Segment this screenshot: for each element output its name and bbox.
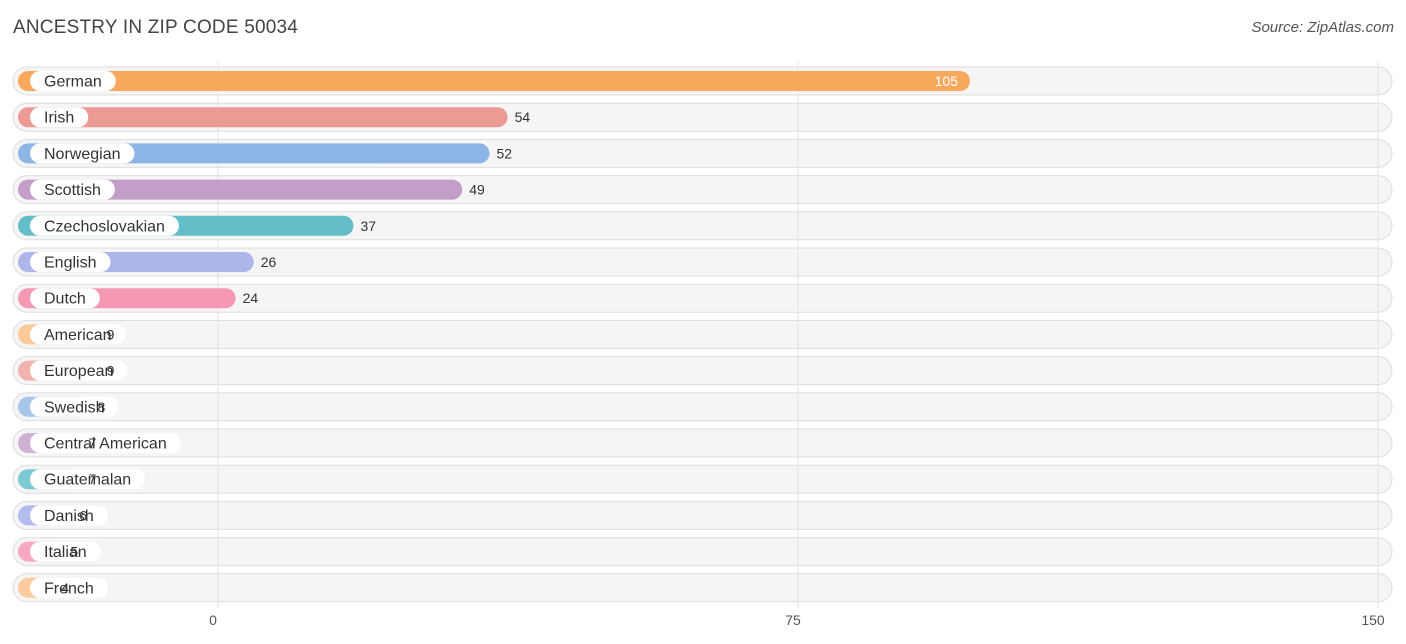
value-label: 9 (107, 363, 115, 379)
bar-group: English 26 (18, 252, 277, 272)
category-label: American (44, 327, 112, 344)
category-pill (30, 71, 116, 91)
row-background (12, 319, 1393, 349)
category-label: Central American (44, 436, 167, 453)
bar-group: Dutch 24 (18, 288, 259, 309)
row-background (12, 283, 1393, 313)
category-label: Scottish (44, 182, 101, 199)
category-pill (30, 541, 101, 562)
value-label: 4 (61, 580, 69, 596)
category-label: Danish (44, 508, 94, 525)
bar-group: Scottish 49 (18, 179, 485, 200)
bar (18, 107, 508, 128)
category-label: Norwegian (44, 146, 120, 163)
category-label: Italian (44, 544, 87, 561)
category-pill (30, 252, 111, 272)
category-pill (30, 396, 119, 417)
bar (18, 143, 490, 164)
category-label: Irish (44, 110, 74, 127)
category-label: French (44, 580, 94, 597)
value-label: 6 (79, 507, 87, 523)
category-label: Guatemalan (44, 472, 131, 489)
chart-title: ANCESTRY IN ZIP CODE 50034 (13, 17, 299, 38)
chart-source: Source: ZipAtlas.com (1251, 19, 1394, 36)
category-pill (30, 469, 146, 490)
value-label: 26 (261, 254, 277, 270)
row-background (12, 428, 1393, 458)
x-tick-label: 150 (1361, 612, 1385, 628)
category-label: English (44, 255, 96, 272)
category-pill (30, 107, 89, 128)
value-label: 7 (88, 435, 96, 451)
bar (18, 179, 463, 200)
row-background (12, 211, 1393, 241)
category-pill (30, 215, 179, 236)
bar-group: Norwegian 52 (18, 143, 512, 164)
value-label: 9 (107, 326, 115, 342)
value-label: 24 (243, 290, 259, 306)
category-pill (30, 360, 128, 381)
value-label: 8 (98, 399, 106, 415)
row-background (12, 573, 1393, 603)
category-label: Dutch (44, 291, 86, 308)
row-background (12, 247, 1393, 277)
value-label: 37 (360, 218, 376, 234)
bar (18, 71, 970, 91)
bar-group: Czechoslovakian 37 (18, 215, 376, 236)
value-label: 7 (88, 471, 96, 487)
value-label: 54 (515, 109, 531, 125)
category-label: Swedish (44, 399, 104, 416)
x-tick-label: 75 (785, 612, 801, 628)
category-label: Czechoslovakian (44, 218, 165, 235)
category-label: German (44, 74, 102, 91)
category-label: European (44, 363, 113, 380)
bar-group: German 105 (18, 71, 970, 91)
row-background (12, 537, 1393, 567)
category-pill (30, 577, 108, 598)
row-background (12, 356, 1393, 386)
value-label: 52 (496, 145, 512, 161)
value-label: 105 (935, 73, 959, 89)
category-pill (30, 143, 135, 164)
category-pill (30, 433, 181, 453)
category-pill (30, 505, 108, 526)
x-tick-label: 0 (209, 612, 217, 628)
value-label: 49 (469, 182, 485, 198)
category-pill (30, 324, 126, 345)
category-pill (30, 179, 115, 200)
value-label: 5 (70, 544, 78, 560)
bar-group: Irish 54 (18, 107, 531, 128)
x-axis-ticks: 0 75 150 (209, 612, 1385, 628)
row-background (12, 464, 1393, 494)
row-background (12, 392, 1393, 422)
row-background (12, 500, 1393, 530)
category-pill (30, 288, 100, 309)
